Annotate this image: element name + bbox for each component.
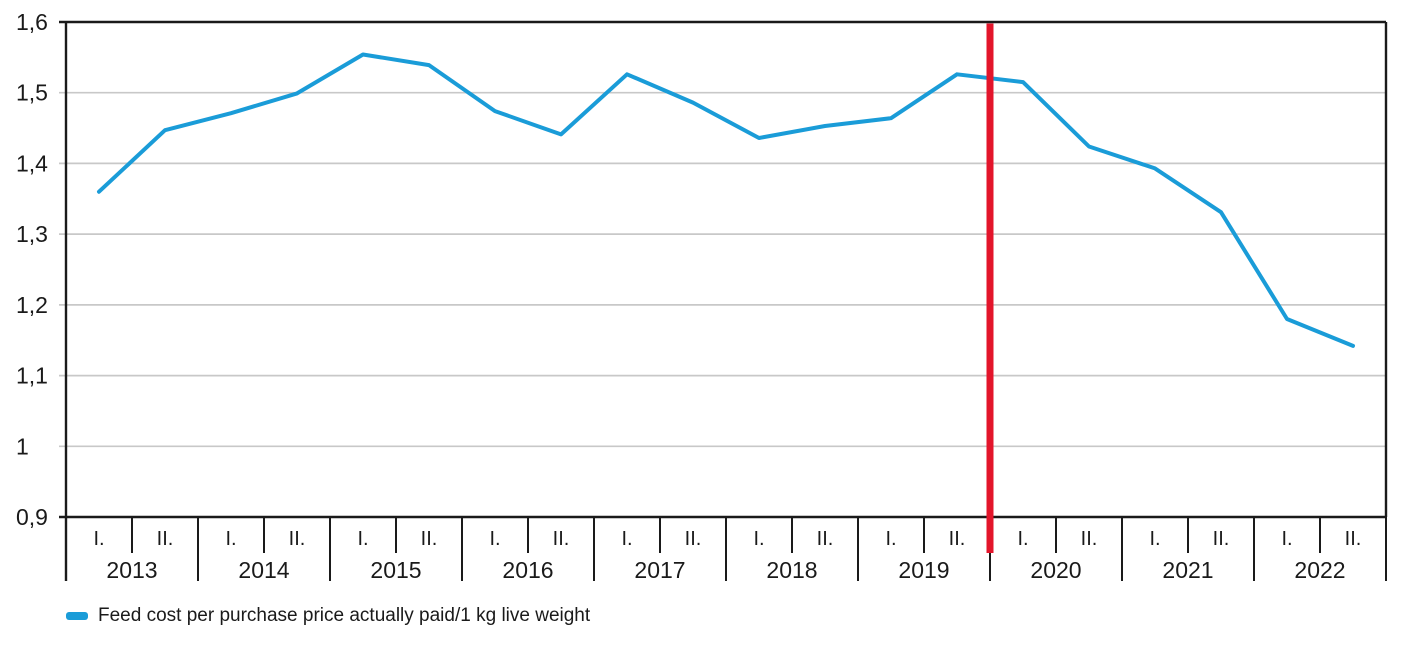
x-axis-half-year-label: II. <box>289 528 306 550</box>
x-axis-year-label: 2016 <box>502 557 553 583</box>
x-axis-year-label: 2019 <box>898 557 949 583</box>
x-axis-half-year-label: II. <box>1345 528 1362 550</box>
legend: Feed cost per purchase price actually pa… <box>66 605 590 627</box>
x-axis-year-label: 2013 <box>106 557 157 583</box>
x-axis-half-year-label: I. <box>489 528 500 550</box>
x-axis-half-year-label: I. <box>357 528 368 550</box>
data-series-line <box>97 52 1355 348</box>
x-axis-half-year-label: I. <box>885 528 896 550</box>
y-axis-tick-label: 1,2 <box>16 292 48 318</box>
legend-label: Feed cost per purchase price actually pa… <box>98 605 591 626</box>
x-axis-half-year-label: I. <box>1281 528 1292 550</box>
legend-swatch-icon <box>66 612 88 620</box>
x-axis-half-year-label: II. <box>1213 528 1230 550</box>
y-axis-tick-label: 1,4 <box>16 150 48 176</box>
x-axis-year-label: 2022 <box>1294 557 1345 583</box>
x-axis-year-label: 2018 <box>766 557 817 583</box>
y-axis-tick-label: 1,3 <box>16 221 48 247</box>
x-axis-half-year-label: II. <box>949 528 966 550</box>
x-axis-half-year-label: II. <box>553 528 570 550</box>
x-axis-half-year-label: I. <box>1149 528 1160 550</box>
y-axis-tick-label: 0,9 <box>16 504 48 530</box>
x-axis-half-year-label: II. <box>685 528 702 550</box>
y-axis-tick-label: 1,6 <box>16 9 48 35</box>
x-axis-year-label: 2014 <box>238 557 289 583</box>
x-axis-half-year-label: II. <box>421 528 438 550</box>
y-axis-tick-label: 1 <box>16 433 29 459</box>
x-axis-half-year-label: II. <box>817 528 834 550</box>
x-axis-year-label: 2017 <box>634 557 685 583</box>
x-axis-year-label: 2015 <box>370 557 421 583</box>
x-axis-half-year-label: I. <box>1017 528 1028 550</box>
x-axis-half-year-label: I. <box>225 528 236 550</box>
x-axis-half-year-label: II. <box>157 528 174 550</box>
x-axis-year-label: 2021 <box>1162 557 1213 583</box>
x-axis-half-year-label: I. <box>93 528 104 550</box>
x-axis-year-label: 2020 <box>1030 557 1081 583</box>
y-axis-tick-label: 1,1 <box>16 363 48 389</box>
x-axis-half-year-label: I. <box>753 528 764 550</box>
y-axis-tick-label: 1,5 <box>16 80 48 106</box>
x-axis-half-year-label: II. <box>1081 528 1098 550</box>
x-axis-half-year-label: I. <box>621 528 632 550</box>
